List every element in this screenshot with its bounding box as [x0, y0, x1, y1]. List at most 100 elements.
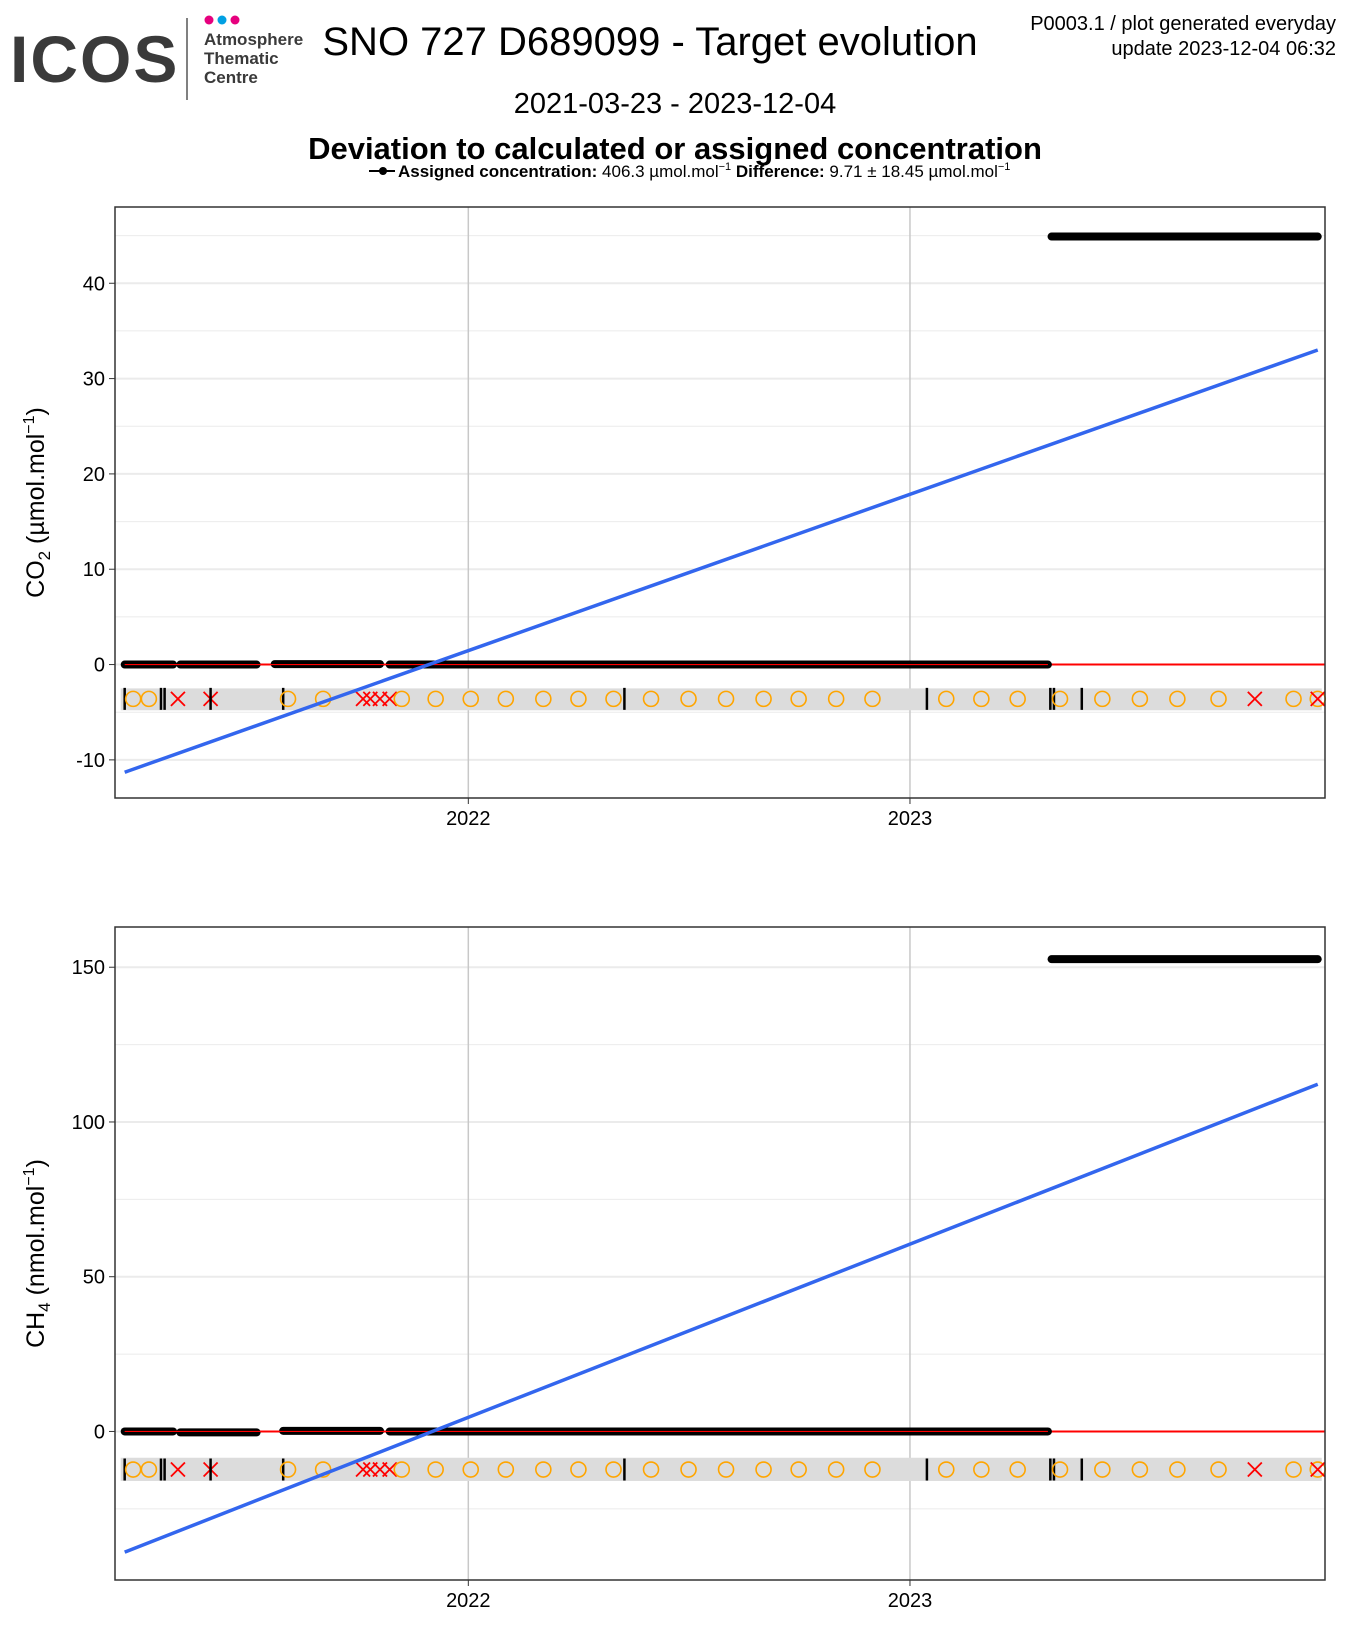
p1-flag-circle — [140, 1461, 158, 1478]
p1-flag-circle — [1131, 1461, 1149, 1478]
section-title: Deviation to calculated or assigned conc… — [308, 131, 1042, 166]
p0-legend-assigned-value: 406.3 µmol.mol — [597, 162, 718, 181]
p0-flag-cross — [1310, 691, 1326, 707]
p1-trend-line — [124, 1082, 1319, 1554]
p1-y-tick-label: 100 — [72, 1112, 105, 1134]
icos-logo: ICOS Atmosphere Thematic Centre — [10, 15, 303, 100]
meta-generated: P0003.1 / plot generated everyday — [1030, 13, 1336, 35]
p0-y-tick-label: -10 — [76, 750, 105, 772]
p1-flag-circle — [570, 1461, 587, 1478]
p0-flag-circle — [462, 690, 480, 708]
p0-flag-cross — [382, 691, 398, 707]
p1-flag-circle — [462, 1461, 480, 1478]
p1-flag-circle — [790, 1461, 807, 1478]
p0-legend-diff-value: 9.71 ± 18.45 µmol.mol — [825, 162, 998, 181]
p0-legend-exp-2: −1 — [998, 161, 1011, 173]
p0-panel-border — [114, 206, 1326, 799]
plot-title: SNO 727 D689099 - Target evolution — [0, 20, 1350, 65]
p0-flag-circle — [427, 690, 444, 708]
p1-y-axis-label-unit: (nmol.mol — [22, 1186, 50, 1303]
p0-flag-circle — [279, 690, 297, 708]
plot-title-text: SNO 727 D689099 - Target evolution — [322, 20, 978, 64]
p0-flag-cross — [355, 691, 371, 707]
p0-flag-circle — [393, 690, 411, 708]
p1-flag-circle — [755, 1461, 772, 1478]
p1-flag-circle — [535, 1461, 552, 1478]
p1-flag-circle — [497, 1461, 515, 1478]
p0-flag-cross-b — [1247, 691, 1263, 707]
p1-flag-circle — [1051, 1461, 1069, 1478]
p1-flag-circle — [1285, 1461, 1302, 1478]
p0-flag-circle — [973, 690, 990, 708]
p0-flag-circle — [497, 690, 515, 708]
p0-flag-circle — [642, 690, 660, 708]
p0-flag-circle — [717, 690, 735, 708]
p0-legend-key-point — [379, 167, 387, 175]
p1-flag-circle — [680, 1461, 697, 1478]
logo-dot-2 — [217, 15, 227, 25]
p1-flag-cross — [170, 1461, 186, 1478]
p0-y-axis-label-main: CO — [22, 560, 50, 598]
p1-y-tick-label: 50 — [83, 1267, 105, 1289]
logo-sub-3: Centre — [204, 68, 258, 87]
p1-y-axis-label-exp: −1 — [21, 1167, 38, 1185]
p0-y-axis-label-exp: −1 — [21, 415, 38, 433]
p0-flag-cross-b — [355, 691, 371, 707]
p0-flag-circle — [1285, 690, 1302, 708]
p1-flag-circle — [427, 1461, 444, 1478]
p1-flag-cross — [355, 1461, 371, 1478]
p1-flag-circle — [1210, 1461, 1227, 1478]
p1-flag-circle — [605, 1461, 622, 1478]
co2-chart: Assigned concentration: 406.3 µmol.mol−1… — [21, 161, 1327, 830]
p1-flag-circle — [393, 1461, 411, 1478]
p1-flag-circle — [717, 1461, 735, 1478]
p1-flag-circle — [642, 1461, 660, 1478]
p0-legend-exp-1: −1 — [719, 161, 732, 173]
p1-flag-circle — [279, 1461, 297, 1478]
ch4-panel: Assigned concentration: 1900.34 nmol.mol… — [0, 850, 1350, 1620]
p0-flag-circle — [535, 690, 552, 708]
p0-legend: Assigned concentration: 406.3 µmol.mol−1… — [369, 161, 1010, 181]
p0-flag-cross — [1247, 691, 1263, 707]
p1-y-tick-label: 0 — [94, 1421, 105, 1443]
ch4-chart: Assigned concentration: 1900.34 nmol.mol… — [21, 850, 1327, 1612]
logo-wordmark: ICOS — [10, 22, 179, 96]
p1-x-tick-label: 2022 — [446, 1590, 491, 1612]
p1-flag-circle — [827, 1461, 845, 1478]
p0-y-tick-label: 40 — [83, 273, 105, 295]
p0-flag-circle — [790, 690, 807, 708]
p1-flag-circle — [1094, 1461, 1111, 1478]
p0-y-axis-label: CO2 (µmol.mol−1) — [21, 407, 54, 598]
p0-flag-circle — [605, 690, 622, 708]
p0-flag-cross-b — [1310, 691, 1326, 707]
p1-flag-circle — [973, 1461, 990, 1478]
p0-legend-text: Assigned concentration: 406.3 µmol.mol−1… — [398, 161, 1010, 181]
p0-y-axis-label-sub: 2 — [35, 551, 54, 560]
p1-flag-cross-b — [1247, 1461, 1263, 1478]
plot-meta: P0003.1 / plot generated everyday update… — [1030, 12, 1336, 62]
logo-sub-2: Thematic — [204, 49, 279, 68]
p0-trend-line — [124, 348, 1319, 774]
p0-flag-circle — [140, 690, 158, 708]
p0-flag-circle — [1051, 690, 1069, 708]
p0-flag-circle — [1094, 690, 1111, 708]
p0-flag-circle — [864, 690, 881, 708]
meta-updated: update 2023-12-04 06:32 — [1111, 38, 1336, 60]
p1-flag-circle — [1169, 1461, 1186, 1478]
p1-flag-cross-b — [382, 1461, 398, 1478]
logo-sub-1: Atmosphere — [204, 30, 303, 49]
page-header: ICOS Atmosphere Thematic Centre SNO 727 … — [0, 0, 1350, 200]
p0-y-tick-label: 20 — [83, 464, 105, 486]
logo-dot-1 — [204, 15, 214, 25]
p0-y-tick-label: 30 — [83, 369, 105, 391]
date-range: 2021-03-23 - 2023-12-04 — [513, 88, 837, 120]
p0-x-tick-label: 2023 — [888, 808, 933, 830]
p0-flag-circle — [827, 690, 845, 708]
p0-flag-circle — [1210, 690, 1227, 708]
p1-y-axis-label-main: CH — [22, 1312, 50, 1348]
p0-flag-circle — [1009, 690, 1026, 708]
p1-flag-cross — [1247, 1461, 1263, 1478]
p0-flag-cross-b — [170, 691, 186, 707]
p1-flag-circle — [1009, 1461, 1026, 1478]
p1-flag-cross-b — [355, 1461, 371, 1478]
